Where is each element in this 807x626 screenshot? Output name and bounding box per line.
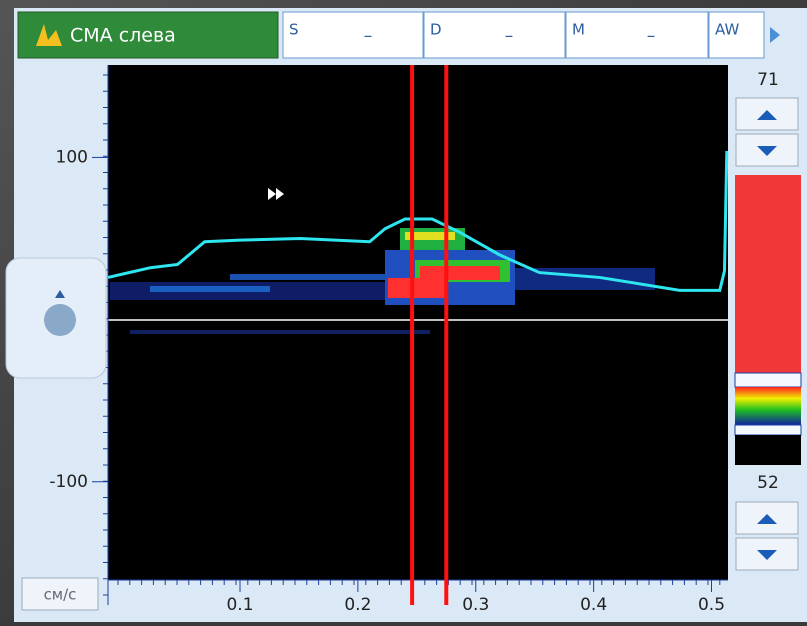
y-tick-label: 100 (56, 147, 88, 167)
field-label: M (572, 21, 585, 39)
field-value: – (364, 26, 373, 46)
field-box (424, 12, 565, 58)
screen: СМА слева S – D – M – AW см/с 71 52 100 -100 0.1… (0, 0, 807, 622)
page: СМА слева S – D – M – AW см/с 71 52 100 -100 0.1… (0, 0, 807, 622)
x-tick-label: 0.4 (580, 595, 607, 615)
tab-title: СМА слева (70, 25, 176, 47)
color-bar-marker (735, 373, 801, 387)
baseline-icon (44, 304, 76, 336)
color-bar-gradient (735, 387, 801, 425)
field-value: – (505, 26, 514, 46)
color-bar-top (735, 175, 801, 373)
x-tick-label: 0.3 (462, 595, 489, 615)
field-box (566, 12, 708, 58)
x-tick-label: 0.5 (698, 595, 725, 615)
unit-label: см/с (44, 586, 77, 604)
gain-top: 71 (757, 70, 779, 90)
plot-area (108, 65, 728, 605)
field-box (283, 12, 423, 58)
field-value: – (647, 26, 656, 46)
y-tick-label: -100 (49, 472, 88, 492)
color-bar-bottom (735, 435, 801, 465)
field-label: D (430, 21, 442, 39)
x-axis-band (108, 580, 728, 620)
color-bar-marker (735, 425, 801, 435)
x-tick-label: 0.1 (226, 595, 253, 615)
x-tick-label: 0.2 (344, 595, 371, 615)
gain-bottom: 52 (757, 473, 779, 493)
field-label: S (289, 21, 299, 39)
field-label: AW (715, 21, 739, 39)
